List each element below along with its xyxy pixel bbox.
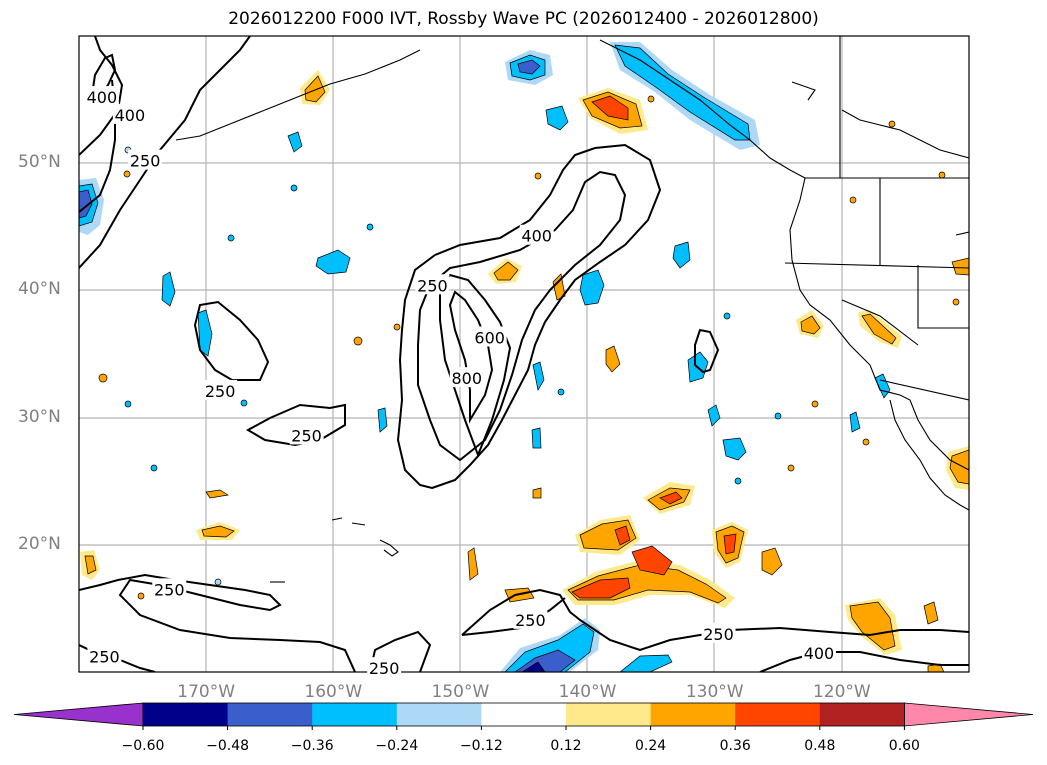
colorbar-segment bbox=[650, 703, 736, 726]
lat-label: 40°N bbox=[18, 279, 61, 300]
colorbar-tick-label: −0.48 bbox=[206, 738, 250, 754]
colorbar-tick-label: 0.48 bbox=[804, 738, 836, 754]
map-title: 2026012200 F000 IVT, Rossby Wave PC (202… bbox=[228, 9, 819, 29]
lat-label: 30°N bbox=[18, 406, 61, 427]
colorbar-segment bbox=[735, 703, 821, 726]
colorbar-tick-label: 0.60 bbox=[888, 738, 920, 754]
colorbar-segment bbox=[481, 703, 567, 726]
contour-label-bg bbox=[513, 608, 548, 629]
map-frame bbox=[78, 35, 970, 673]
contour-label: 400 bbox=[521, 227, 552, 246]
colorbar-arrow-left bbox=[13, 702, 144, 727]
contour-label-bg bbox=[367, 657, 402, 678]
colorbar-segment bbox=[819, 703, 905, 726]
lon-label: 120°W bbox=[812, 682, 871, 702]
contour-label: 250 bbox=[417, 276, 448, 295]
contour-label-bg bbox=[128, 149, 163, 170]
contour-label-bg bbox=[84, 86, 119, 107]
colorbar-frame bbox=[142, 702, 905, 727]
contour-label-bg bbox=[112, 103, 147, 124]
colorbar-arrow-right bbox=[904, 702, 1034, 727]
colorbar-tick-label: −0.60 bbox=[121, 738, 165, 754]
contour-label: 600 bbox=[474, 328, 505, 347]
contour-label: 250 bbox=[205, 382, 236, 401]
colorbar-segment bbox=[227, 703, 313, 726]
colorbar-tick-label: −0.12 bbox=[459, 738, 503, 754]
lon-label: 130°W bbox=[685, 682, 744, 702]
contour-label-bg bbox=[87, 645, 122, 666]
contour-label: 250 bbox=[515, 611, 546, 630]
contour-label: 400 bbox=[115, 106, 146, 125]
contour-label: 400 bbox=[804, 644, 835, 663]
contour-label: 250 bbox=[130, 152, 161, 171]
contour-label: 800 bbox=[452, 369, 483, 388]
colorbar-segment bbox=[396, 703, 482, 726]
contour-label: 250 bbox=[369, 659, 400, 678]
contour-labels: 4004002504002506008002502502502502504002… bbox=[84, 86, 836, 678]
lon-label: 170°W bbox=[177, 682, 236, 702]
contour-label-bg bbox=[801, 641, 836, 662]
colorbar-tick-label: −0.36 bbox=[290, 738, 334, 754]
coastlines bbox=[175, 36, 969, 583]
contour-label-bg bbox=[203, 379, 238, 400]
lon-label: 160°W bbox=[304, 682, 363, 702]
lat-label: 50°N bbox=[18, 152, 61, 173]
contour-label-bg bbox=[472, 326, 507, 347]
rossby-wave-pc-shading bbox=[79, 42, 969, 672]
colorbar-tick-label: 0.24 bbox=[635, 738, 667, 754]
colorbar-tick-label: −0.24 bbox=[375, 738, 419, 754]
colorbar bbox=[13, 702, 1034, 730]
contour-label-bg bbox=[701, 622, 736, 643]
contour-label-bg bbox=[289, 424, 324, 445]
colorbar-segment bbox=[566, 703, 652, 726]
contour-label: 400 bbox=[87, 88, 118, 107]
contour-label-bg bbox=[415, 274, 450, 295]
lon-label: 150°W bbox=[431, 682, 490, 702]
contour-label-bg bbox=[449, 367, 484, 388]
contour-label: 250 bbox=[154, 580, 185, 599]
contour-label-bg bbox=[152, 578, 187, 599]
colorbar-tick-label: 0.36 bbox=[719, 738, 751, 754]
contour-label: 250 bbox=[703, 625, 734, 644]
contour-label-bg bbox=[519, 224, 554, 245]
colorbar-segment bbox=[143, 703, 229, 726]
contour-label: 250 bbox=[291, 426, 322, 445]
colorbar-tick-label: 0.12 bbox=[550, 738, 582, 754]
lon-label: 140°W bbox=[558, 682, 617, 702]
contour-label: 250 bbox=[89, 648, 120, 667]
lat-label: 20°N bbox=[18, 533, 61, 554]
colorbar-segment bbox=[312, 703, 398, 726]
